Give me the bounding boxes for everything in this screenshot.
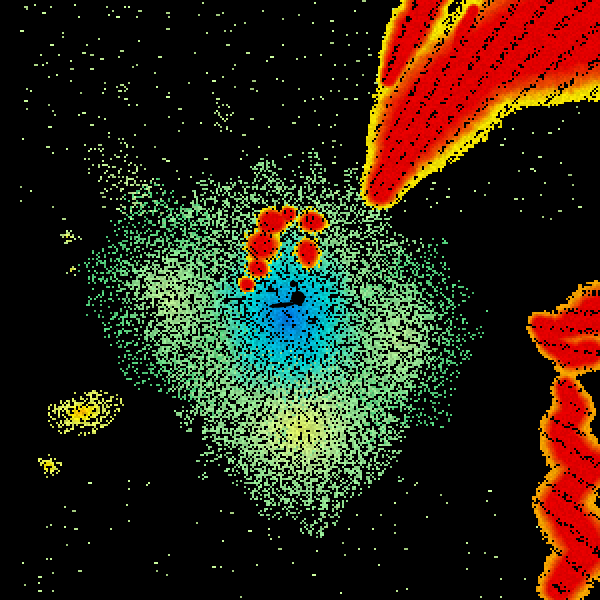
radar-image-canvas: [0, 0, 600, 600]
radar-reflectivity-display: [0, 0, 600, 600]
